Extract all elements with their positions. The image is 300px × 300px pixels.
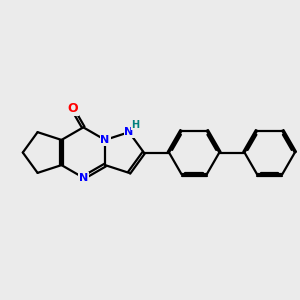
Text: H: H [131,120,140,130]
Text: N: N [79,173,88,183]
Text: O: O [67,102,78,115]
Text: N: N [124,127,134,137]
Text: N: N [100,135,110,145]
